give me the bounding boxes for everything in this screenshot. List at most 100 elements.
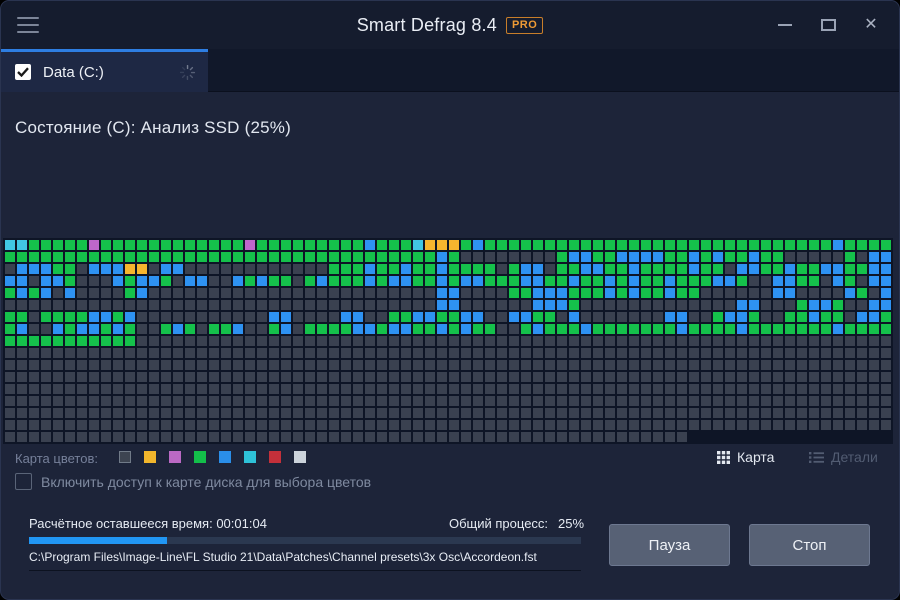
disk-block xyxy=(257,324,267,334)
disk-block xyxy=(533,300,543,310)
disk-block xyxy=(605,336,615,346)
disk-block xyxy=(485,264,495,274)
disk-block xyxy=(521,384,531,394)
disk-block xyxy=(209,432,219,442)
disk-block xyxy=(821,276,831,286)
disk-block xyxy=(365,396,375,406)
disk-block xyxy=(149,408,159,418)
disk-block xyxy=(869,312,879,322)
disk-block xyxy=(65,396,75,406)
disk-block xyxy=(617,408,627,418)
disk-block xyxy=(653,372,663,382)
disk-block xyxy=(437,360,447,370)
disk-block xyxy=(137,276,147,286)
disk-block xyxy=(185,372,195,382)
tab-data-c[interactable]: Data (C:) xyxy=(1,49,208,92)
disk-block xyxy=(533,312,543,322)
disk-block xyxy=(473,312,483,322)
map-access-checkbox[interactable] xyxy=(15,473,32,490)
disk-block xyxy=(389,384,399,394)
view-map-button[interactable]: Карта xyxy=(717,449,774,465)
hamburger-menu-icon[interactable] xyxy=(17,17,39,33)
disk-block xyxy=(197,300,207,310)
disk-block xyxy=(401,300,411,310)
disk-block xyxy=(593,384,603,394)
disk-block xyxy=(257,336,267,346)
disk-block xyxy=(29,432,39,442)
disk-block xyxy=(581,252,591,262)
disk-block xyxy=(317,408,327,418)
disk-block xyxy=(593,264,603,274)
maximize-icon[interactable] xyxy=(820,17,836,33)
disk-block xyxy=(449,276,459,286)
disk-block xyxy=(605,360,615,370)
pause-button[interactable]: Пауза xyxy=(609,524,730,566)
disk-block xyxy=(125,348,135,358)
disk-block xyxy=(221,432,231,442)
disk-block xyxy=(809,360,819,370)
disk-block xyxy=(461,408,471,418)
disk-block xyxy=(761,264,771,274)
disk-block xyxy=(497,276,507,286)
disk-block xyxy=(881,252,891,262)
disk-block xyxy=(737,384,747,394)
disk-block xyxy=(605,300,615,310)
disk-block xyxy=(713,420,723,430)
disk-block xyxy=(5,384,15,394)
disk-block xyxy=(29,420,39,430)
disk-block xyxy=(497,372,507,382)
disk-block xyxy=(353,324,363,334)
disk-block xyxy=(797,384,807,394)
disk-block xyxy=(641,348,651,358)
disk-block xyxy=(701,348,711,358)
disk-block xyxy=(593,324,603,334)
disk-block xyxy=(221,312,231,322)
disk-block xyxy=(473,252,483,262)
disk-block xyxy=(53,324,63,334)
disk-block xyxy=(41,408,51,418)
view-details-button[interactable]: Детали xyxy=(809,449,878,465)
disk-block xyxy=(461,420,471,430)
disk-block xyxy=(161,396,171,406)
disk-block xyxy=(233,372,243,382)
disk-block xyxy=(377,348,387,358)
disk-block xyxy=(545,336,555,346)
disk-block xyxy=(5,336,15,346)
disk-block xyxy=(329,288,339,298)
disk-block xyxy=(509,300,519,310)
disk-block xyxy=(461,396,471,406)
disk-block xyxy=(41,276,51,286)
disk-block xyxy=(497,396,507,406)
disk-block xyxy=(5,264,15,274)
disk-block xyxy=(869,336,879,346)
disk-block xyxy=(113,240,123,250)
disk-block xyxy=(497,432,507,442)
disk-block xyxy=(125,312,135,322)
disk-block xyxy=(557,264,567,274)
disk-block xyxy=(521,276,531,286)
disk-block xyxy=(737,372,747,382)
disk-block xyxy=(701,336,711,346)
disk-block xyxy=(725,360,735,370)
stop-button[interactable]: Стоп xyxy=(749,524,870,566)
minimize-icon[interactable] xyxy=(777,17,793,33)
disk-block xyxy=(41,336,51,346)
disk-block xyxy=(857,420,867,430)
disk-block xyxy=(773,276,783,286)
close-icon[interactable]: ✕ xyxy=(864,16,878,33)
disk-block xyxy=(53,288,63,298)
disk-block xyxy=(233,384,243,394)
disk-block xyxy=(485,300,495,310)
disk-block xyxy=(629,240,639,250)
disk-block xyxy=(185,240,195,250)
tab-checkbox[interactable] xyxy=(15,64,31,80)
disk-block xyxy=(629,288,639,298)
disk-block xyxy=(809,408,819,418)
disk-block xyxy=(701,300,711,310)
disk-block xyxy=(29,408,39,418)
disk-block xyxy=(257,384,267,394)
disk-block xyxy=(317,276,327,286)
disk-block xyxy=(149,396,159,406)
disk-block xyxy=(449,336,459,346)
disk-block xyxy=(497,384,507,394)
